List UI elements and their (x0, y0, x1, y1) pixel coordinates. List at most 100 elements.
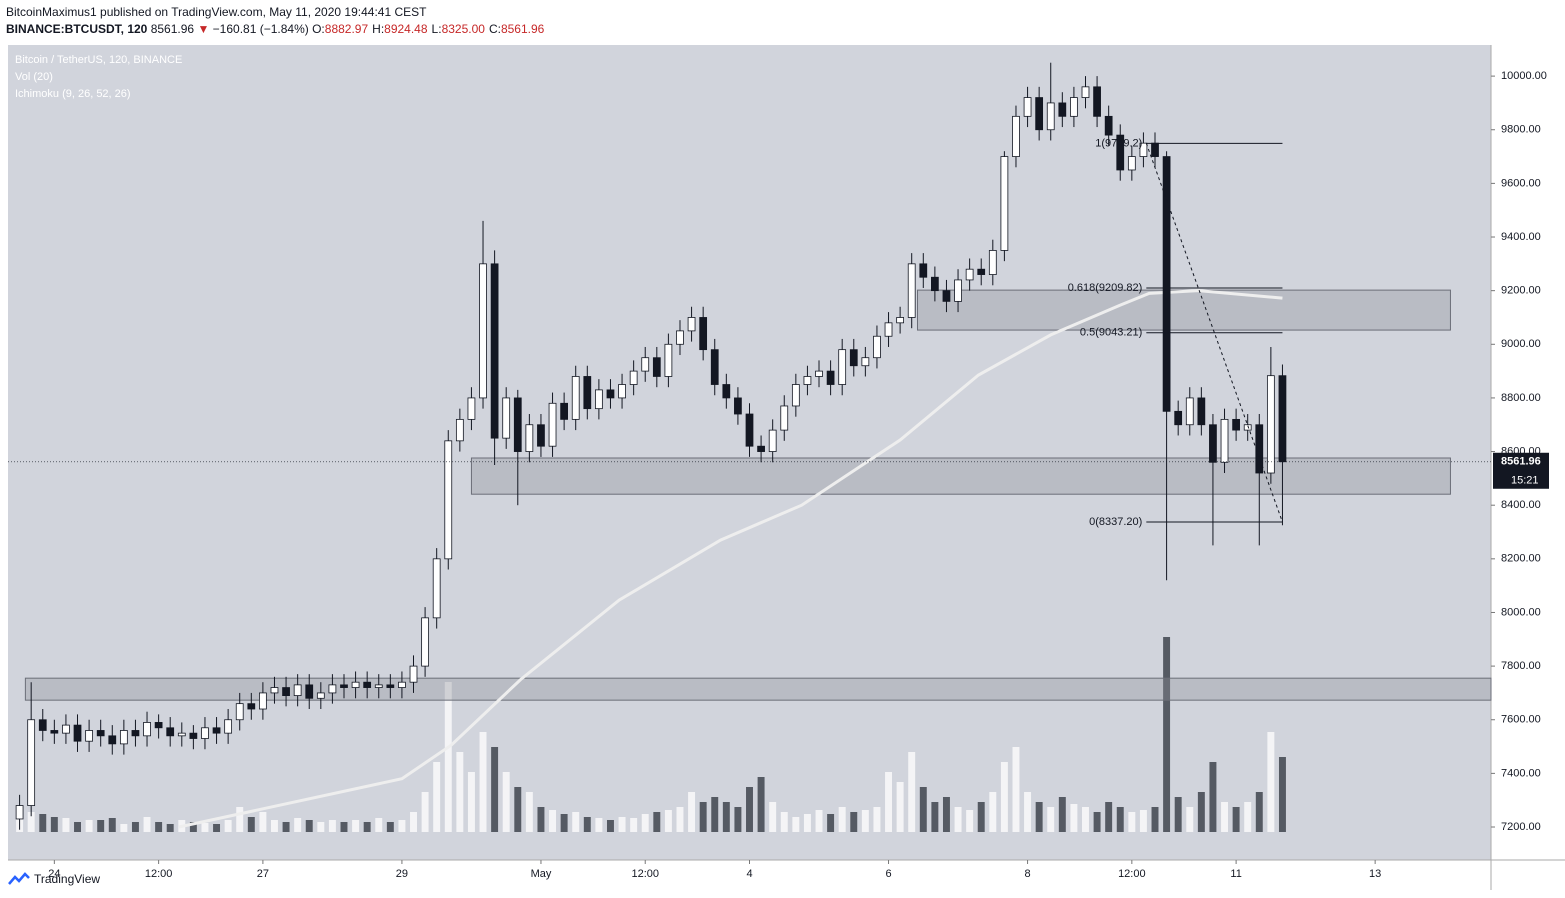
candle-body (154, 722, 163, 729)
candle-body (757, 445, 765, 452)
volume-bar (410, 812, 417, 832)
y-tick-label: 9800.00 (1501, 124, 1541, 136)
candle-body (119, 730, 128, 745)
y-tick-label: 8200.00 (1501, 553, 1541, 565)
candle-body (977, 268, 986, 275)
volume-bar (224, 820, 232, 832)
y-tick-label: 10000.00 (1501, 70, 1547, 82)
candle-body (1162, 156, 1171, 412)
fib-trend (1145, 143, 1283, 523)
moving-average (178, 289, 1283, 829)
candle-body (954, 279, 962, 302)
candle-body (641, 357, 650, 372)
volume-bar (328, 820, 336, 832)
volume-bar (1035, 802, 1043, 832)
candle-body (873, 335, 881, 359)
x-tick-label: 27 (257, 868, 269, 880)
volume-bar (50, 817, 58, 832)
legend-entry: Vol (20) (15, 71, 53, 83)
candle-body (1243, 424, 1252, 431)
volume-bar (1232, 807, 1240, 832)
volume-bar (305, 820, 313, 832)
volume-bar (931, 802, 939, 832)
candle-body (1035, 97, 1044, 131)
candle-body (340, 684, 348, 688)
candle-body (965, 268, 974, 281)
volume-bar (421, 792, 429, 832)
candle-body (224, 719, 233, 734)
volume-bar (236, 807, 244, 832)
ohlc-value: 8325.00 (441, 22, 485, 36)
volume-bar (189, 822, 197, 832)
volume-bar (942, 797, 950, 832)
y-tick-label: 9600.00 (1501, 177, 1541, 189)
volume-bar (815, 810, 823, 832)
volume-bar (803, 814, 811, 832)
candle-body (1012, 115, 1020, 157)
x-tick-label: 24 (48, 868, 60, 880)
volume-bar (549, 810, 557, 832)
candle-body (919, 263, 928, 278)
volume-bar (363, 822, 371, 832)
volume-bar (294, 818, 302, 832)
symbol: BINANCE:BTCUSDT, 120 (6, 22, 148, 36)
volume-bar (74, 822, 81, 832)
volume-bar (85, 820, 93, 832)
volume-bar (595, 818, 603, 832)
candle-body (583, 376, 592, 410)
candle-body (988, 250, 997, 275)
volume-bar (340, 822, 348, 832)
candle-body (177, 732, 186, 737)
candle-body (884, 322, 893, 337)
volume-bar (966, 810, 974, 832)
plot-area: 1(9749.2) 0.618(9209.82) 0.5(9043.21) 0(833… (15, 62, 1492, 832)
zone (24, 677, 1492, 701)
y-tick-label: 9200.00 (1501, 285, 1541, 297)
candle-body (398, 681, 406, 688)
candle-body (525, 424, 534, 452)
candle-body (513, 397, 522, 452)
candle-body (444, 440, 453, 560)
volume-bar (1082, 807, 1089, 832)
candle-body (803, 376, 812, 385)
volume-bar (467, 772, 475, 832)
countdown-label: 15:21 (1511, 475, 1539, 487)
volume-bar (1105, 802, 1113, 832)
volume-bar (201, 823, 209, 832)
candle-body (96, 730, 105, 737)
fib-label: 0.618(9209.82) (1068, 282, 1143, 294)
candle-body (467, 397, 476, 420)
candle-body (849, 349, 858, 367)
volume-bar (27, 812, 35, 832)
candle-body (1197, 397, 1206, 426)
candle-body (687, 317, 696, 332)
ohlc-value: 8561.96 (500, 22, 545, 36)
candle-body (699, 317, 708, 351)
volume-bar (885, 772, 893, 832)
volume-bar (746, 787, 753, 832)
volume-bar (491, 747, 499, 832)
volume-bar (618, 817, 626, 832)
candle-body (722, 384, 731, 399)
x-tick-label: May (531, 868, 552, 880)
candle-body (1000, 156, 1009, 251)
candle-body (710, 349, 719, 385)
volume-bar (398, 820, 406, 832)
volume-bar (711, 797, 719, 832)
volume-bar (282, 822, 290, 832)
volume-bar (583, 817, 591, 832)
volume-bar (1255, 792, 1263, 832)
candle-body (838, 349, 847, 385)
y-tick-label: 9000.00 (1501, 338, 1541, 350)
candle-body (768, 429, 777, 452)
candle-body (490, 263, 499, 439)
candle-body (548, 402, 557, 447)
y-tick-label: 7600.00 (1501, 714, 1541, 726)
volume-bar (131, 822, 139, 832)
candle-body (1104, 115, 1113, 136)
candle-body (282, 687, 290, 697)
candle-body (560, 402, 569, 420)
volume-bar (1139, 810, 1147, 832)
candle-body (629, 370, 638, 385)
candle-body (166, 727, 175, 737)
